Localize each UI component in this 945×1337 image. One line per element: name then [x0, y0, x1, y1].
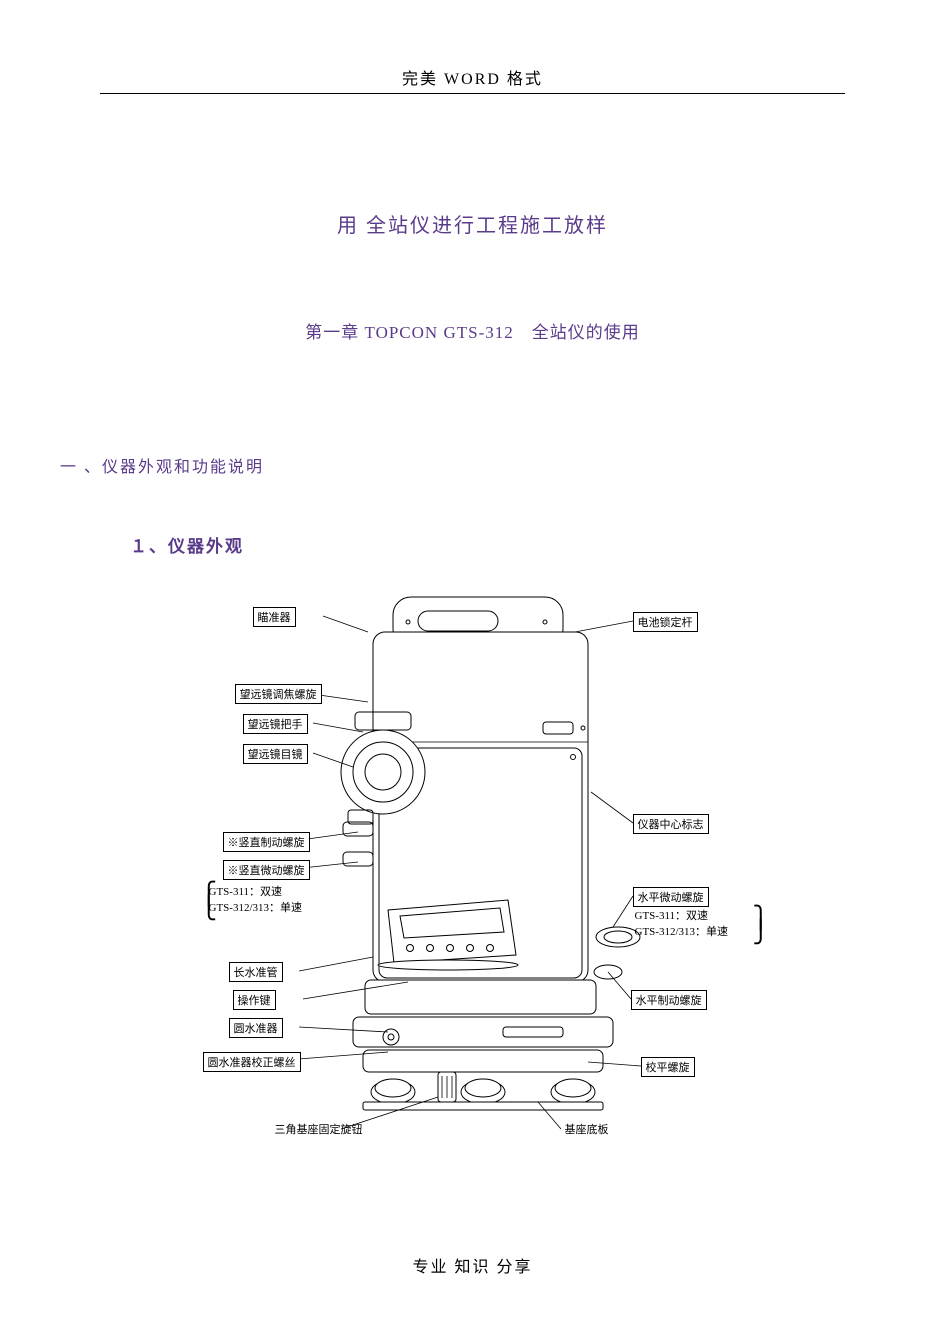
page-header: 完美 WORD 格式	[0, 0, 945, 89]
instrument-diagram: 瞄准器望远镜调焦螺旋望远镜把手望远镜目镜 ※竖直制动螺旋 ※竖直微动螺旋 GTS-31…	[193, 592, 753, 1162]
diagram-label: 基座底板	[561, 1120, 613, 1138]
diagram-label: 望远镜目镜	[243, 744, 308, 764]
diagram-label: 望远镜调焦螺旋	[235, 684, 322, 704]
diagram-label: GTS-311：双速GTS-312/313：单速	[631, 906, 733, 940]
diagram-label: ※竖直微动螺旋	[223, 860, 310, 880]
diagram-label: 仪器中心标志	[633, 814, 709, 834]
diagram-label: 瞄准器	[253, 607, 296, 627]
diagram-label: 圆水准器	[229, 1018, 283, 1038]
header-rule	[100, 93, 845, 94]
diagram-label: 水平制动螺旋	[631, 990, 707, 1010]
section-1-heading: 一 、仪器外观和功能说明	[60, 453, 945, 477]
diagram-label: 电池锁定杆	[633, 612, 698, 632]
diagram-label: ※竖直制动螺旋	[223, 832, 310, 852]
diagram-label: 校平螺旋	[641, 1057, 695, 1077]
doc-title: 用 全站仪进行工程施工放样	[0, 209, 945, 238]
chapter-heading: 第一章 TOPCON GTS-312 全站仪的使用	[0, 318, 945, 343]
diagram-label: 操作键	[233, 990, 276, 1010]
section-1-1-heading: １、仪器外观	[130, 532, 945, 557]
page-footer: 专业 知识 分享	[0, 1253, 945, 1277]
diagram-label: 望远镜把手	[243, 714, 308, 734]
diagram-label: 三角基座固定旋钮	[271, 1120, 367, 1138]
diagram-label: 长水准管	[229, 962, 283, 982]
diagram-label: 圆水准器校正螺丝	[203, 1052, 301, 1072]
diagram-label: 水平微动螺旋	[633, 887, 709, 907]
